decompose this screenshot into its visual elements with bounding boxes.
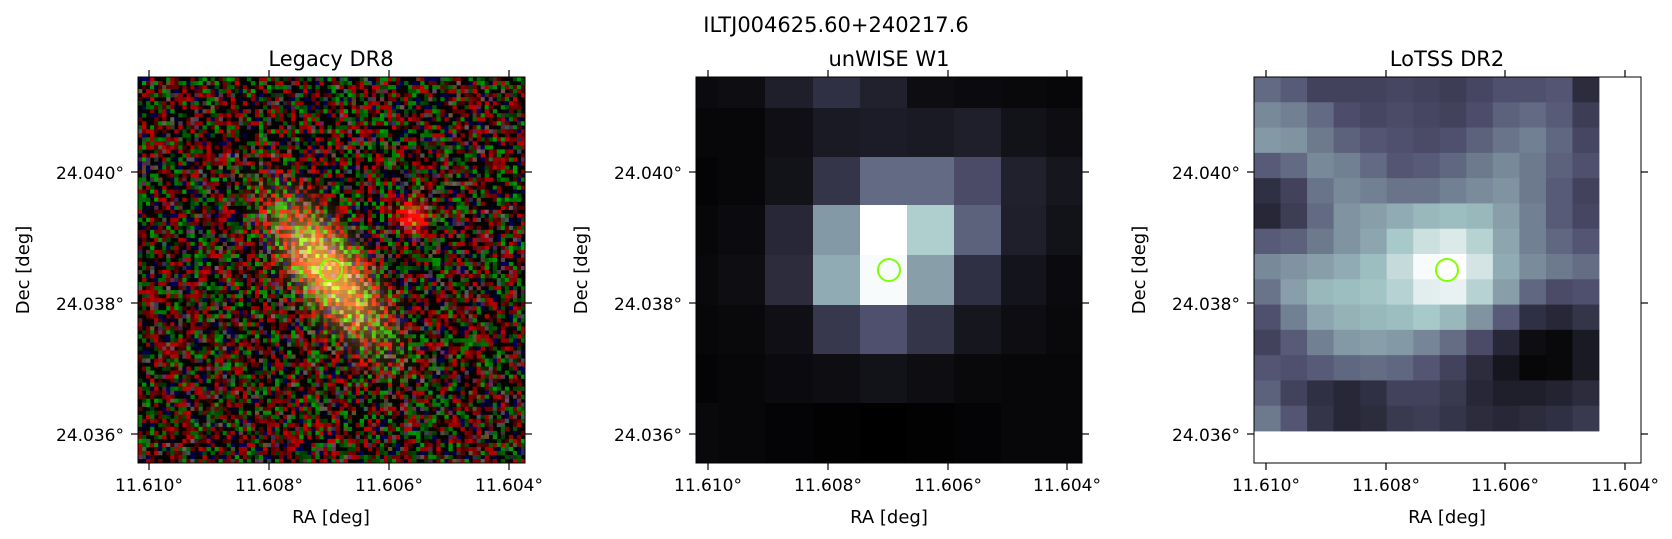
panel-legacy-y-tick-label-3: 24.036° [56,426,124,446]
panel-legacy-x-tick-label-2: 11.608° [235,476,303,496]
panel-legacy: Legacy DR8 11.610° 11.608° 11.606° 11.60… [13,47,543,528]
panel-lotss-xlabel: RA [deg] [1408,507,1486,528]
lotss-axes-frame [1253,76,1642,464]
panel-unwise-ylabel: Dec [deg] [571,226,592,315]
panel-lotss: LoTSS DR2 11.610° 11.608° 11.606° 11.604… [1129,47,1659,528]
lotss-radio-image [1254,77,1641,463]
unwise-ticks [689,70,1089,470]
panel-lotss-y-tick-label-1: 24.040° [1172,164,1240,184]
panel-lotss-x-tick-label-1: 11.610° [1232,476,1300,496]
panel-legacy-x-tick-label-3: 11.606° [355,476,423,496]
unwise-source-marker [877,258,901,282]
panel-legacy-x-tick-label-4: 11.604° [475,476,543,496]
panel-legacy-title: Legacy DR8 [268,47,393,71]
panel-legacy-y-tick-label-2: 24.038° [56,295,124,315]
panel-unwise-title: unWISE W1 [829,47,950,71]
panel-legacy-xlabel: RA [deg] [292,507,370,528]
unwise-axes-frame [695,76,1083,464]
panel-unwise-xlabel: RA [deg] [850,507,928,528]
panel-legacy-ylabel: Dec [deg] [13,226,34,315]
panel-unwise-y-tick-label-1: 24.040° [614,164,682,184]
panel-unwise-y-tick-label-3: 24.036° [614,426,682,446]
lotss-ticks [1247,70,1648,470]
panel-lotss-y-tick-label-2: 24.038° [1172,295,1240,315]
legacy-source-marker [319,258,343,282]
legacy-optical-image [138,77,526,464]
lotss-source-marker [1435,258,1459,282]
panel-unwise-x-tick-label-2: 11.608° [794,476,862,496]
panel-unwise: unWISE W1 11.610° 11.608° 11.606° 11.604… [571,47,1101,528]
panel-lotss-ylabel: Dec [deg] [1129,226,1150,315]
panel-lotss-title: LoTSS DR2 [1390,47,1504,71]
unwise-w1-image [696,77,1083,464]
panel-unwise-x-tick-label-4: 11.604° [1033,476,1101,496]
panel-lotss-x-tick-label-3: 11.606° [1471,476,1539,496]
panel-lotss-x-tick-label-2: 11.608° [1352,476,1420,496]
figure-title: ILTJ004625.60+240217.6 [703,13,968,37]
legacy-ticks [131,70,532,470]
panel-legacy-y-tick-label-1: 24.040° [56,164,124,184]
panel-lotss-y-tick-label-3: 24.036° [1172,426,1240,446]
legacy-axes-frame [137,76,526,464]
panel-unwise-x-tick-label-3: 11.606° [914,476,982,496]
panel-unwise-x-tick-label-1: 11.610° [674,476,742,496]
panel-legacy-x-tick-label-1: 11.610° [115,476,183,496]
panel-lotss-x-tick-label-4: 11.604° [1591,476,1659,496]
panel-unwise-y-tick-label-2: 24.038° [614,295,682,315]
